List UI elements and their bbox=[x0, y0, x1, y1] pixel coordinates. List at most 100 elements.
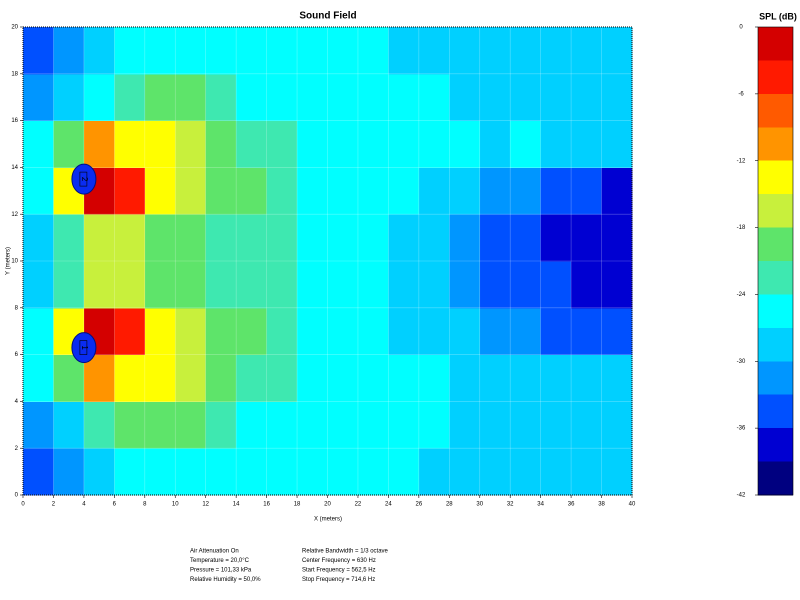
heat-cell bbox=[357, 214, 389, 262]
heat-cell bbox=[357, 354, 389, 402]
heat-cell bbox=[418, 120, 450, 168]
heat-cell bbox=[479, 73, 511, 122]
speaker-label: 1 bbox=[80, 345, 89, 350]
heat-cell bbox=[114, 261, 146, 309]
heat-cell bbox=[449, 307, 481, 356]
heat-cell bbox=[327, 167, 359, 215]
heat-cell bbox=[571, 73, 603, 122]
heat-cell bbox=[418, 354, 450, 402]
colorbar-band bbox=[758, 428, 793, 463]
x-tick-label: 26 bbox=[416, 502, 423, 508]
heat-cell bbox=[510, 167, 542, 215]
heat-cell bbox=[449, 401, 481, 449]
heat-cell bbox=[23, 120, 54, 168]
heat-cell bbox=[144, 261, 176, 309]
y-tick-label: 20 bbox=[11, 25, 18, 31]
info-text: Pressure = 101,33 kPa bbox=[190, 568, 252, 574]
heat-cell bbox=[388, 167, 420, 215]
colorbar-band bbox=[758, 27, 793, 61]
colorbar-band bbox=[758, 127, 793, 162]
heat-cell bbox=[388, 307, 420, 356]
heat-cell bbox=[236, 261, 268, 309]
heat-cell bbox=[540, 401, 572, 449]
colorbar-label: SPL (dB) bbox=[759, 11, 797, 21]
heat-cell bbox=[327, 307, 359, 356]
x-tick-label: 18 bbox=[294, 502, 301, 508]
heat-cell bbox=[23, 261, 54, 309]
heat-cell bbox=[510, 307, 542, 356]
heat-cell bbox=[175, 261, 207, 309]
heat-cell bbox=[449, 354, 481, 402]
colorbar-band bbox=[758, 294, 793, 329]
heat-cell bbox=[205, 354, 237, 402]
x-tick-label: 38 bbox=[598, 502, 605, 508]
heat-cell bbox=[449, 73, 481, 122]
x-tick-label: 30 bbox=[476, 502, 483, 508]
heat-cell bbox=[327, 261, 359, 309]
x-tick-label: 40 bbox=[629, 502, 636, 508]
heat-cell bbox=[53, 448, 85, 496]
heat-cell bbox=[144, 167, 176, 215]
heat-cell bbox=[144, 401, 176, 449]
heat-cell bbox=[449, 120, 481, 168]
heat-cell bbox=[83, 354, 115, 402]
heat-cell bbox=[327, 73, 359, 122]
heat-cell bbox=[266, 73, 298, 122]
heat-cell bbox=[357, 448, 389, 496]
x-tick-label: 8 bbox=[143, 502, 147, 508]
heat-cell bbox=[175, 307, 207, 356]
info-text: Relative Humidity = 50,0% bbox=[190, 577, 261, 583]
heat-cell bbox=[479, 214, 511, 262]
heat-cell bbox=[540, 73, 572, 122]
heat-cell bbox=[266, 120, 298, 168]
colorbar-tick-label: -12 bbox=[737, 158, 746, 164]
heat-cell bbox=[479, 167, 511, 215]
heat-cell bbox=[357, 120, 389, 168]
heat-cell bbox=[327, 401, 359, 449]
heat-cell bbox=[297, 401, 328, 449]
heat-cell bbox=[205, 214, 237, 262]
heat-cell bbox=[114, 401, 146, 449]
heat-cell bbox=[266, 307, 298, 356]
heat-cell bbox=[601, 27, 633, 75]
speaker-source bbox=[71, 332, 97, 364]
colorbar-tick-label: -36 bbox=[737, 426, 746, 432]
heat-cell bbox=[327, 354, 359, 402]
info-text: Relative Bandwidth = 1/3 octave bbox=[302, 549, 389, 555]
heat-cell bbox=[327, 448, 359, 496]
colorbar-band bbox=[758, 160, 793, 195]
heat-cell bbox=[236, 307, 268, 356]
heat-cell bbox=[388, 261, 420, 309]
heat-cell bbox=[114, 214, 146, 262]
heat-cell bbox=[510, 261, 542, 309]
heat-cell bbox=[53, 401, 85, 449]
heat-cell bbox=[236, 120, 268, 168]
x-tick-label: 10 bbox=[172, 502, 179, 508]
heat-cell bbox=[23, 448, 54, 496]
colorbar-tick-label: -42 bbox=[737, 493, 746, 499]
heat-cell bbox=[205, 167, 237, 215]
heat-cell bbox=[205, 120, 237, 168]
heat-cell bbox=[510, 120, 542, 168]
heat-cell bbox=[571, 167, 603, 215]
x-tick-label: 28 bbox=[446, 502, 453, 508]
heat-cell bbox=[297, 167, 328, 215]
heat-cell bbox=[83, 261, 115, 309]
colorbar-band bbox=[758, 227, 793, 262]
heat-cell bbox=[266, 354, 298, 402]
heat-cell bbox=[297, 27, 328, 75]
plot-border bbox=[22, 26, 633, 496]
heat-cell bbox=[236, 27, 268, 75]
y-tick-label: 2 bbox=[15, 446, 19, 452]
heat-cell bbox=[357, 307, 389, 356]
colorbar-tick-label: -6 bbox=[738, 91, 744, 97]
heat-cell bbox=[479, 401, 511, 449]
heat-cell bbox=[144, 27, 176, 75]
heat-cell bbox=[114, 307, 146, 356]
heat-cell bbox=[266, 167, 298, 215]
heat-cell bbox=[540, 448, 572, 496]
heat-cell bbox=[540, 27, 572, 75]
colorbar-band bbox=[758, 327, 793, 362]
heat-cell bbox=[357, 401, 389, 449]
